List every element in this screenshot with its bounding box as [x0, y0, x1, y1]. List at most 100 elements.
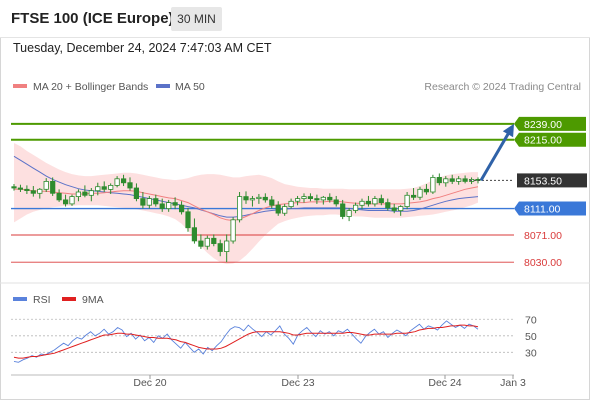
last-price-label-box	[517, 173, 587, 188]
candle-body-down	[127, 182, 133, 189]
candle-body-down	[462, 178, 468, 182]
candle-body-up	[204, 237, 210, 247]
candle	[178, 201, 185, 215]
candle	[101, 181, 107, 192]
candle-body-down	[243, 196, 249, 201]
candle-body-up	[372, 198, 378, 205]
candle-body-down	[449, 178, 455, 182]
candle	[404, 191, 410, 210]
candle	[166, 199, 172, 212]
candle	[50, 177, 56, 196]
candle-body-up	[256, 196, 262, 200]
scenario-arrow-head	[502, 123, 514, 138]
candle-body-down	[11, 186, 17, 189]
candle	[191, 218, 197, 244]
candle-body-down	[385, 202, 391, 209]
candle	[378, 194, 384, 206]
candle	[230, 217, 236, 244]
candle	[385, 198, 391, 211]
candle	[346, 207, 352, 222]
candle-body-up	[95, 186, 101, 192]
ma50-legend-label: MA 50	[175, 81, 205, 93]
time-tick-label: Dec 23	[281, 377, 314, 389]
candle	[43, 178, 49, 192]
candle	[327, 193, 333, 203]
candle	[114, 176, 120, 188]
candle-body-up	[236, 196, 243, 221]
candle-body-up	[456, 178, 462, 182]
candle-body-down	[30, 190, 36, 194]
candle	[430, 174, 436, 194]
candle	[320, 195, 326, 205]
candle-body-up	[230, 219, 236, 242]
candle-body-up	[43, 181, 49, 190]
candle	[185, 207, 191, 232]
rsi-legend-label: RSI	[33, 294, 51, 306]
candle	[146, 195, 152, 209]
candle-body-down	[191, 227, 197, 242]
candle-body-down	[185, 211, 191, 229]
candle-body-down	[269, 199, 275, 206]
pivot-label: 8111.00	[524, 204, 561, 216]
candle-body-up	[288, 200, 294, 208]
candle	[423, 184, 430, 195]
candle-body-down	[340, 203, 346, 217]
candle	[456, 176, 462, 185]
time-axis: Dec 20 Dec 23 Dec 24 Jan 3	[11, 374, 526, 389]
candle-body-up	[346, 210, 352, 217]
interval-selector[interactable]: 30 MIN	[171, 7, 222, 31]
candle-body-down	[133, 187, 139, 200]
candle-body-down	[314, 198, 320, 201]
candle	[449, 174, 455, 185]
rsi-tick-label: 50	[525, 331, 537, 343]
candle-body-up	[398, 206, 404, 212]
candle-body-down	[211, 237, 217, 245]
candle	[121, 174, 127, 187]
candle-body-down	[17, 187, 24, 190]
candle-body-up	[301, 196, 307, 199]
candle	[127, 177, 133, 191]
rsi-ma-legend-label: 9MA	[82, 294, 104, 306]
candle-body-up	[37, 188, 43, 194]
candle	[269, 195, 275, 209]
support-label: 8071.00	[524, 230, 562, 242]
time-tick-label: Dec 20	[133, 377, 166, 389]
candle-body-up	[108, 185, 114, 190]
time-tick-label: Dec 24	[428, 377, 461, 389]
candle	[95, 182, 101, 196]
candle	[211, 234, 217, 247]
candle	[56, 189, 62, 202]
candle-body-down	[198, 240, 204, 247]
resistance-label: 8215.00	[524, 135, 562, 147]
candle	[359, 198, 365, 210]
candle-body-down	[333, 199, 339, 205]
candle	[294, 195, 301, 206]
candle	[204, 235, 210, 250]
candle-body-up	[69, 196, 75, 205]
candle-body-down	[217, 243, 223, 252]
resistance-label-box	[514, 132, 586, 147]
candle	[236, 191, 243, 223]
candle-body-up	[282, 206, 288, 214]
candle-body-down	[56, 192, 62, 201]
candle	[307, 193, 314, 202]
candle-body-down	[50, 181, 56, 194]
candle	[172, 197, 178, 210]
candle	[17, 184, 24, 192]
candle	[82, 185, 88, 198]
pivot-label-box	[514, 201, 586, 216]
time-tick-label: Jan 3	[500, 377, 526, 389]
timestamp: Tuesday, December 24, 2024 7:47:03 AM CE…	[13, 41, 272, 55]
rsi-line	[13, 320, 479, 363]
support-label: 8030.00	[524, 257, 562, 269]
candle-body-down	[101, 186, 107, 190]
candle	[391, 203, 397, 214]
instrument-title: FTSE 100 (ICE Europe)	[11, 10, 174, 27]
candle	[133, 183, 139, 202]
candle-body-up	[114, 178, 120, 186]
candle	[301, 193, 307, 203]
candle	[352, 202, 359, 214]
candle-body-up	[430, 177, 436, 193]
candle-body-up	[294, 198, 301, 202]
rsi-ma-line	[13, 324, 479, 359]
